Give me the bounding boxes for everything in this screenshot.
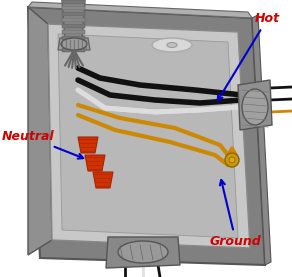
Text: Ground: Ground: [210, 180, 262, 248]
Polygon shape: [62, 30, 85, 34]
Polygon shape: [62, 48, 85, 52]
Polygon shape: [62, 6, 85, 10]
Polygon shape: [62, 18, 85, 22]
Polygon shape: [58, 34, 238, 238]
Polygon shape: [62, 42, 85, 46]
Polygon shape: [238, 80, 272, 130]
Polygon shape: [58, 38, 90, 50]
Polygon shape: [78, 137, 98, 153]
Polygon shape: [62, 0, 85, 40]
Polygon shape: [28, 7, 265, 265]
Ellipse shape: [229, 157, 235, 163]
Ellipse shape: [167, 42, 177, 47]
Polygon shape: [28, 7, 52, 255]
Polygon shape: [252, 15, 271, 265]
Ellipse shape: [152, 38, 192, 52]
Ellipse shape: [225, 153, 239, 167]
Polygon shape: [93, 172, 113, 188]
Polygon shape: [62, 36, 85, 40]
Polygon shape: [48, 24, 250, 248]
Text: Hot: Hot: [218, 12, 280, 101]
Polygon shape: [62, 0, 85, 4]
Text: Neutral: Neutral: [2, 130, 83, 159]
Ellipse shape: [61, 38, 87, 50]
Polygon shape: [106, 237, 180, 268]
Polygon shape: [85, 155, 105, 171]
Polygon shape: [62, 24, 85, 28]
Ellipse shape: [118, 241, 168, 263]
Ellipse shape: [242, 89, 268, 125]
Polygon shape: [62, 12, 85, 16]
Polygon shape: [28, 2, 252, 18]
